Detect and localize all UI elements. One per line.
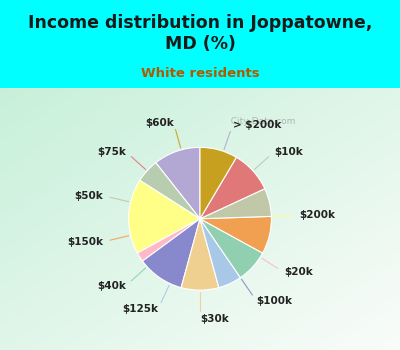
Text: $200k: $200k [300,210,336,220]
Wedge shape [129,180,200,253]
Wedge shape [137,219,200,261]
Wedge shape [200,157,265,219]
Text: $100k: $100k [256,296,292,306]
Wedge shape [181,219,219,290]
Wedge shape [156,147,200,219]
Wedge shape [142,219,200,288]
Text: White residents: White residents [141,67,259,80]
Wedge shape [200,189,271,219]
Text: $150k: $150k [67,237,103,247]
Wedge shape [200,216,271,253]
Wedge shape [200,147,236,219]
Text: City-Data.com: City-Data.com [225,117,296,126]
Wedge shape [200,219,240,288]
Text: $20k: $20k [284,267,313,278]
Wedge shape [140,163,200,219]
Text: $50k: $50k [74,191,103,201]
Text: $30k: $30k [200,314,229,323]
Text: > $200k: > $200k [233,119,281,130]
Text: $10k: $10k [274,147,303,157]
Wedge shape [200,219,263,278]
Text: $60k: $60k [145,118,174,127]
Text: Income distribution in Joppatowne,
MD (%): Income distribution in Joppatowne, MD (%… [28,14,372,53]
Text: $125k: $125k [122,304,158,314]
Text: $75k: $75k [97,147,126,157]
Text: $40k: $40k [97,281,126,290]
